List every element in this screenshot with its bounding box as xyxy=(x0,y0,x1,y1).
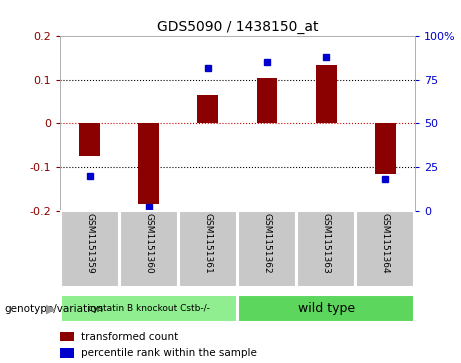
Text: GSM1151361: GSM1151361 xyxy=(203,213,213,274)
FancyBboxPatch shape xyxy=(238,211,296,287)
Text: GSM1151364: GSM1151364 xyxy=(381,213,390,273)
Text: wild type: wild type xyxy=(298,302,355,315)
Text: GSM1151362: GSM1151362 xyxy=(262,213,272,273)
Text: GSM1151363: GSM1151363 xyxy=(322,213,331,274)
Text: GSM1151360: GSM1151360 xyxy=(144,213,153,274)
Bar xyxy=(60,332,74,341)
Text: percentile rank within the sample: percentile rank within the sample xyxy=(81,348,257,358)
FancyBboxPatch shape xyxy=(120,211,177,287)
Bar xyxy=(197,95,218,123)
Text: genotype/variation: genotype/variation xyxy=(5,303,104,314)
FancyBboxPatch shape xyxy=(297,211,355,287)
Bar xyxy=(138,123,159,204)
Bar xyxy=(257,78,278,123)
Bar xyxy=(79,123,100,156)
FancyBboxPatch shape xyxy=(179,211,237,287)
Bar xyxy=(316,65,337,123)
FancyBboxPatch shape xyxy=(238,295,414,322)
FancyBboxPatch shape xyxy=(356,211,414,287)
Bar xyxy=(60,348,74,358)
FancyBboxPatch shape xyxy=(60,295,237,322)
Text: transformed count: transformed count xyxy=(81,332,178,342)
Text: GSM1151359: GSM1151359 xyxy=(85,213,94,274)
Title: GDS5090 / 1438150_at: GDS5090 / 1438150_at xyxy=(157,20,318,34)
Text: cystatin B knockout Cstb-/-: cystatin B knockout Cstb-/- xyxy=(88,304,210,313)
Bar xyxy=(375,123,396,174)
FancyBboxPatch shape xyxy=(60,211,118,287)
Text: ▶: ▶ xyxy=(46,302,55,315)
